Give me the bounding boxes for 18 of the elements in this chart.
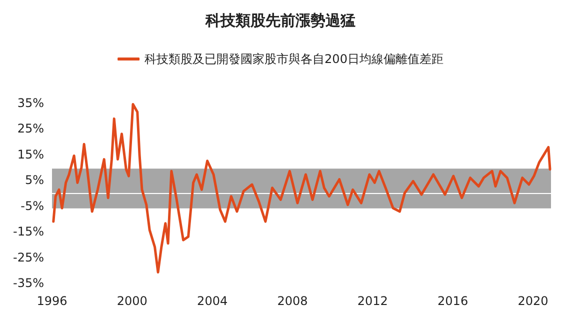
x-tick-label: 1996 (36, 294, 68, 308)
y-tick-label: 15% (17, 147, 44, 162)
x-tick-label: 2016 (438, 294, 468, 308)
y-tick-label: -5% (20, 198, 44, 213)
x-tick-label: 2004 (197, 294, 228, 308)
y-tick-label: -35% (12, 276, 44, 290)
x-tick-label: 2012 (357, 294, 388, 308)
y-tick-label: 35% (17, 96, 44, 110)
y-tick-label: 5% (24, 173, 44, 188)
x-tick-label: 2000 (116, 294, 148, 308)
x-tick-label: 2008 (277, 294, 308, 308)
legend-label: 科技類股及已開發國家股市與各自200日均線偏離值差距 (144, 52, 444, 66)
line-series (52, 103, 552, 274)
y-tick-label: 25% (17, 122, 44, 136)
y-tick-label: -15% (12, 224, 44, 239)
y-tick-label: -25% (12, 250, 44, 264)
chart-title: 科技類股先前漲勢過猛 (204, 12, 356, 30)
x-tick-label: 2020 (518, 294, 548, 308)
